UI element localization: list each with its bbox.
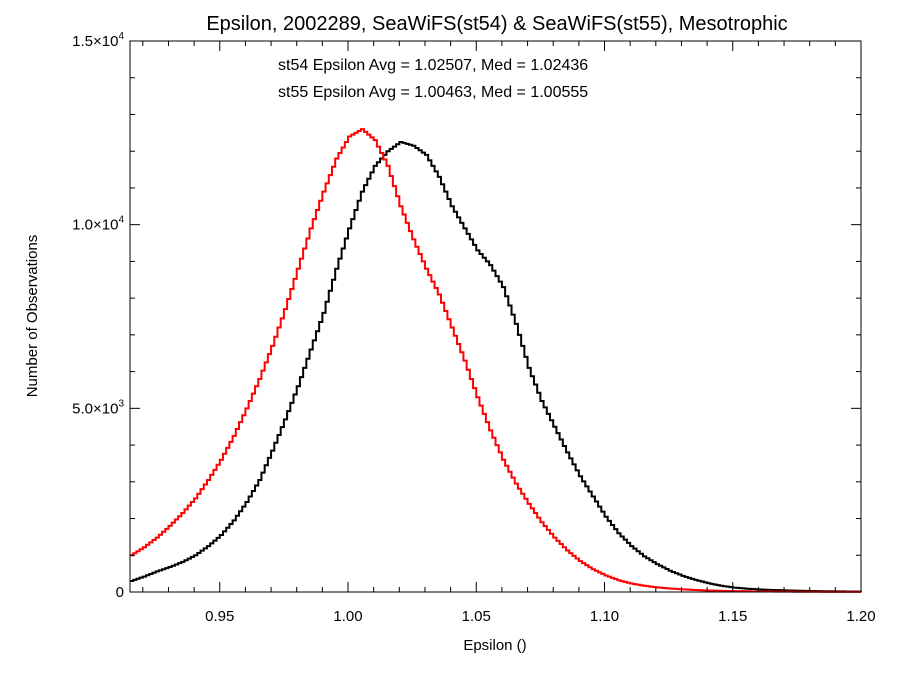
x-axis-label: Epsilon () — [463, 637, 526, 654]
y-tick-label-1: 5.0×103 — [72, 398, 124, 417]
x-tick-label-1: 1.00 — [333, 608, 362, 625]
series-line-1 — [130, 128, 862, 593]
chart-title: Epsilon, 2002289, SeaWiFS(st54) & SeaWiF… — [206, 13, 787, 35]
y-tick-label-0: 0 — [116, 584, 124, 601]
annotation-st55: st55 Epsilon Avg = 1.00463, Med = 1.0055… — [278, 84, 588, 101]
y-axis-label: Number of Observations — [24, 235, 41, 398]
x-tick-label-2: 1.05 — [462, 608, 491, 625]
ticks-layer: 0.95 1.00 1.05 1.10 1.15 1.20 0 5.0×103 1.0×104 1… — [72, 31, 875, 625]
series-layer — [130, 128, 862, 593]
y-tick-label-2: 1.0×104 — [72, 215, 124, 234]
series-line-0 — [130, 141, 862, 593]
x-tick-label-4: 1.15 — [718, 608, 747, 625]
y-tick-label-3: 1.5×104 — [72, 31, 124, 50]
x-tick-label-0: 0.95 — [205, 608, 234, 625]
annotation-st54: st54 Epsilon Avg = 1.02507, Med = 1.0243… — [278, 57, 588, 74]
x-tick-label-3: 1.10 — [590, 608, 619, 625]
plot-frame — [129, 40, 862, 593]
x-tick-label-5: 1.20 — [846, 608, 875, 625]
